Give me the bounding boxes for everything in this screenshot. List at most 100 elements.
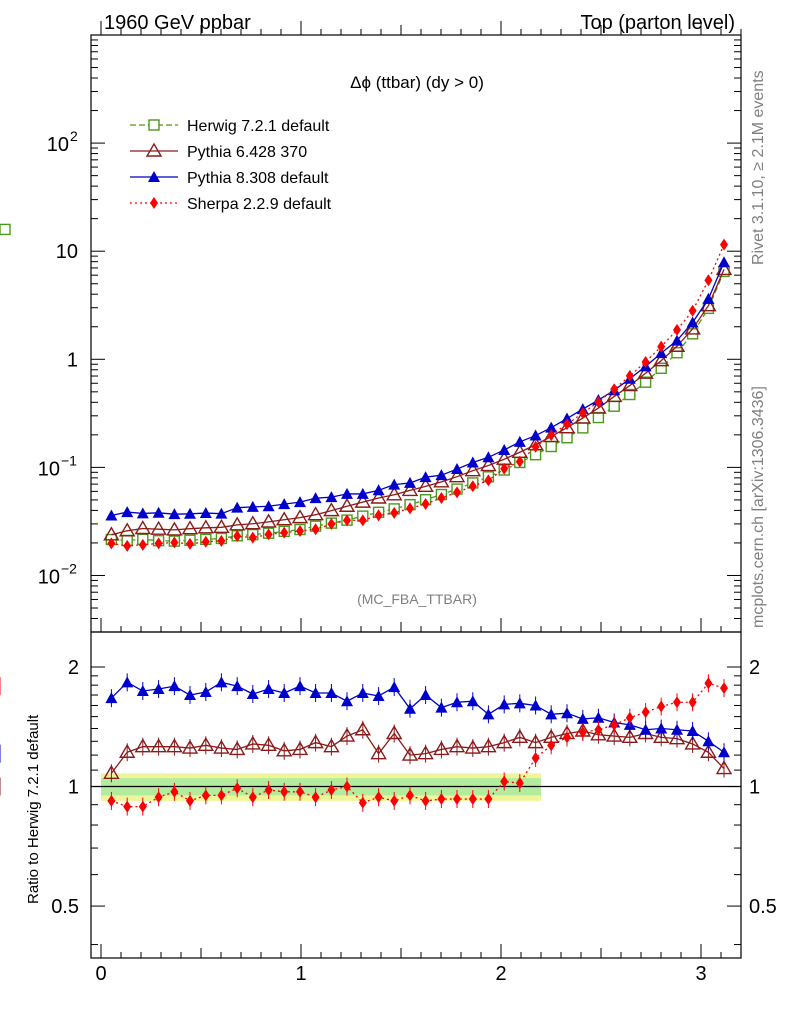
data-point — [592, 411, 605, 424]
data-point — [715, 261, 733, 276]
ratio-point — [657, 700, 666, 713]
data-point — [417, 477, 434, 493]
ratio-point — [343, 780, 351, 793]
ratio-point — [545, 708, 558, 720]
ratio-point — [123, 800, 132, 813]
ratio-point — [184, 689, 196, 701]
data-point — [529, 429, 542, 441]
data-point — [248, 531, 257, 544]
data-point — [166, 521, 183, 536]
ratio-point — [625, 711, 634, 724]
data-point — [718, 256, 730, 268]
data-point — [639, 376, 652, 388]
ratio-point — [136, 685, 149, 697]
data-point — [107, 537, 116, 550]
ratio-point — [327, 784, 336, 797]
ratio-point — [673, 696, 681, 709]
ratio-point — [453, 793, 461, 806]
data-point — [531, 440, 540, 453]
ratio-point — [404, 702, 416, 714]
data-point — [513, 435, 526, 447]
ratio-point — [374, 791, 383, 804]
data-point — [118, 522, 136, 537]
ratio-point — [307, 734, 324, 749]
ratio-point — [484, 793, 493, 806]
ratio-point — [639, 723, 652, 735]
data-point — [594, 395, 603, 408]
data-point — [641, 355, 650, 368]
ratio-point — [246, 688, 259, 700]
data-point — [637, 364, 654, 379]
ratio-frame — [90, 631, 742, 959]
main-y-tick-label: 10 — [56, 241, 78, 263]
data-point — [610, 383, 619, 396]
ratio-point — [718, 746, 730, 758]
analysis-tag: (MC_FBA_TTBAR) — [357, 591, 477, 607]
ratio-point — [498, 698, 511, 710]
data-point — [406, 502, 414, 515]
ratio-point — [260, 736, 277, 752]
data-point — [657, 340, 666, 353]
data-point — [213, 518, 230, 534]
main-series-2 — [105, 256, 730, 521]
data-point — [482, 451, 495, 463]
data-point — [684, 320, 701, 335]
ratio-y-tick-label-right: 2 — [749, 657, 760, 679]
ratio-point — [201, 789, 210, 802]
x-tick-label: 2 — [495, 963, 506, 985]
data-point — [671, 347, 683, 359]
ratio-point — [213, 739, 230, 754]
ratio-point — [406, 789, 414, 802]
ratio-point — [105, 692, 118, 704]
data-point — [511, 443, 529, 458]
ratio-point — [561, 707, 573, 719]
data-point — [652, 352, 670, 367]
ratio-point — [323, 738, 340, 753]
ratio-point — [311, 791, 320, 804]
data-point — [545, 440, 557, 453]
ratio-point — [668, 730, 686, 745]
data-point — [385, 486, 403, 501]
data-point — [217, 534, 226, 547]
data-point — [563, 418, 571, 431]
data-point — [327, 518, 336, 531]
data-point — [401, 482, 419, 497]
ratio-point — [401, 746, 419, 761]
ratio-point — [170, 785, 179, 798]
ratio-point — [511, 728, 529, 744]
data-point — [625, 369, 634, 382]
main-y-tick-exponent: −1 — [61, 452, 77, 468]
main-y-tick-label: 1 — [67, 349, 78, 371]
ratio-point — [168, 680, 181, 692]
ratio-series-line — [110, 681, 725, 753]
ratio-point — [390, 794, 399, 807]
ratio-point — [433, 741, 450, 756]
data-point — [578, 407, 587, 420]
data-point — [605, 388, 623, 403]
ratio-y-tick-label: 2 — [68, 657, 79, 679]
ratio-point — [448, 738, 466, 753]
ratio-point — [121, 676, 134, 688]
main-series-line — [111, 269, 725, 536]
data-point — [296, 524, 304, 537]
data-point — [464, 462, 482, 477]
data-point — [275, 511, 293, 526]
ratio-point — [325, 687, 338, 699]
data-point — [105, 509, 118, 521]
ratio-point — [354, 721, 372, 736]
ratio-y-tick-label: 0.5 — [51, 896, 79, 918]
ratio-point — [531, 751, 540, 764]
data-point — [343, 514, 351, 527]
data-point — [138, 538, 147, 551]
ratio-point — [248, 791, 257, 804]
main-y-tick-exponent: −2 — [61, 560, 77, 576]
ratio-point — [118, 743, 136, 758]
x-tick-label: 0 — [95, 963, 106, 985]
data-point — [123, 539, 132, 552]
ratio-point — [370, 745, 387, 760]
ratio-point — [296, 785, 304, 798]
data-point — [558, 419, 576, 434]
rivet-side-label: Rivet 3.1.10, ≥ 2.1M events — [750, 70, 767, 265]
data-point — [453, 486, 461, 499]
